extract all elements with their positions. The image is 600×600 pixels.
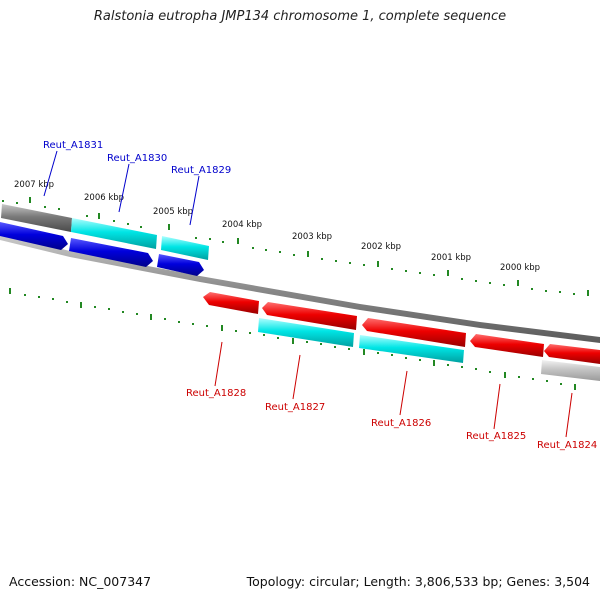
accession-text: Accession: NC_007347 [9,574,152,589]
gene-arrow-reut-a1829 [157,254,204,276]
leader-reut-a1828 [214,341,223,387]
scale-label-2004: 2004 kbp [222,220,262,230]
gene-block-cyan-bottom-2 [359,335,464,363]
scale-label-2000: 2000 kbp [500,263,540,273]
gene-block-cyan-top-2 [161,236,209,260]
gene-arrow-reut-a1826 [362,318,466,347]
sequence-summary: Topology: circular; Length: 3,806,533 bp… [246,574,590,589]
upper-tick-row [2,197,589,296]
chromosome-backbone [0,234,600,343]
leader-reut-a1826 [399,370,408,416]
leader-reut-a1824 [565,392,573,438]
gene-label-reut-a1824[interactable]: Reut_A1824 [537,440,597,451]
gene-block-cyan-bottom-1 [258,318,354,347]
leader-reut-a1825 [493,383,501,430]
leader-reut-a1829 [189,175,200,226]
gene-label-reut-a1830[interactable]: Reut_A1830 [107,153,167,164]
scale-label-2003: 2003 kbp [292,232,332,242]
label-leader-lines [43,150,573,438]
scale-labels: 2007 kbp 2006 kbp 2005 kbp 2004 kbp 2003… [14,180,540,273]
gene-label-reut-a1828[interactable]: Reut_A1828 [186,388,246,399]
map-title: Ralstonia eutropha JMP134 chromosome 1, … [93,9,507,24]
gene-labels-top: Reut_A1831 Reut_A1830 Reut_A1829 [43,140,231,176]
gene-label-reut-a1829[interactable]: Reut_A1829 [171,165,231,176]
scale-label-2007: 2007 kbp [14,180,54,190]
gene-arrow-reut-a1830 [69,238,153,267]
gene-arrow-reut-a1827 [262,302,357,330]
scale-label-2001: 2001 kbp [431,253,471,263]
gene-block-gray-top [1,204,72,232]
gene-arrow-reut-a1828 [203,292,259,314]
gene-arrow-reut-a1824 [544,344,600,364]
gene-arrow-reut-a1825 [470,334,544,357]
leader-reut-a1830 [118,163,130,213]
gene-block-gray-bottom [541,360,600,381]
leader-reut-a1827 [292,354,301,400]
scale-label-2005: 2005 kbp [153,207,193,217]
scale-label-2002: 2002 kbp [361,242,401,252]
leader-reut-a1831 [43,150,58,197]
gene-label-reut-a1825[interactable]: Reut_A1825 [466,431,526,442]
gene-label-reut-a1826[interactable]: Reut_A1826 [371,418,431,429]
scale-label-2006: 2006 kbp [84,193,124,203]
gene-labels-bottom: Reut_A1828 Reut_A1827 Reut_A1826 Reut_A1… [186,388,597,451]
gene-block-cyan-top-1 [71,218,157,249]
gene-label-reut-a1831[interactable]: Reut_A1831 [43,140,103,151]
lower-tick-row [9,288,576,390]
gene-label-reut-a1827[interactable]: Reut_A1827 [265,402,325,413]
gene-arrow-reut-a1831 [0,222,68,250]
